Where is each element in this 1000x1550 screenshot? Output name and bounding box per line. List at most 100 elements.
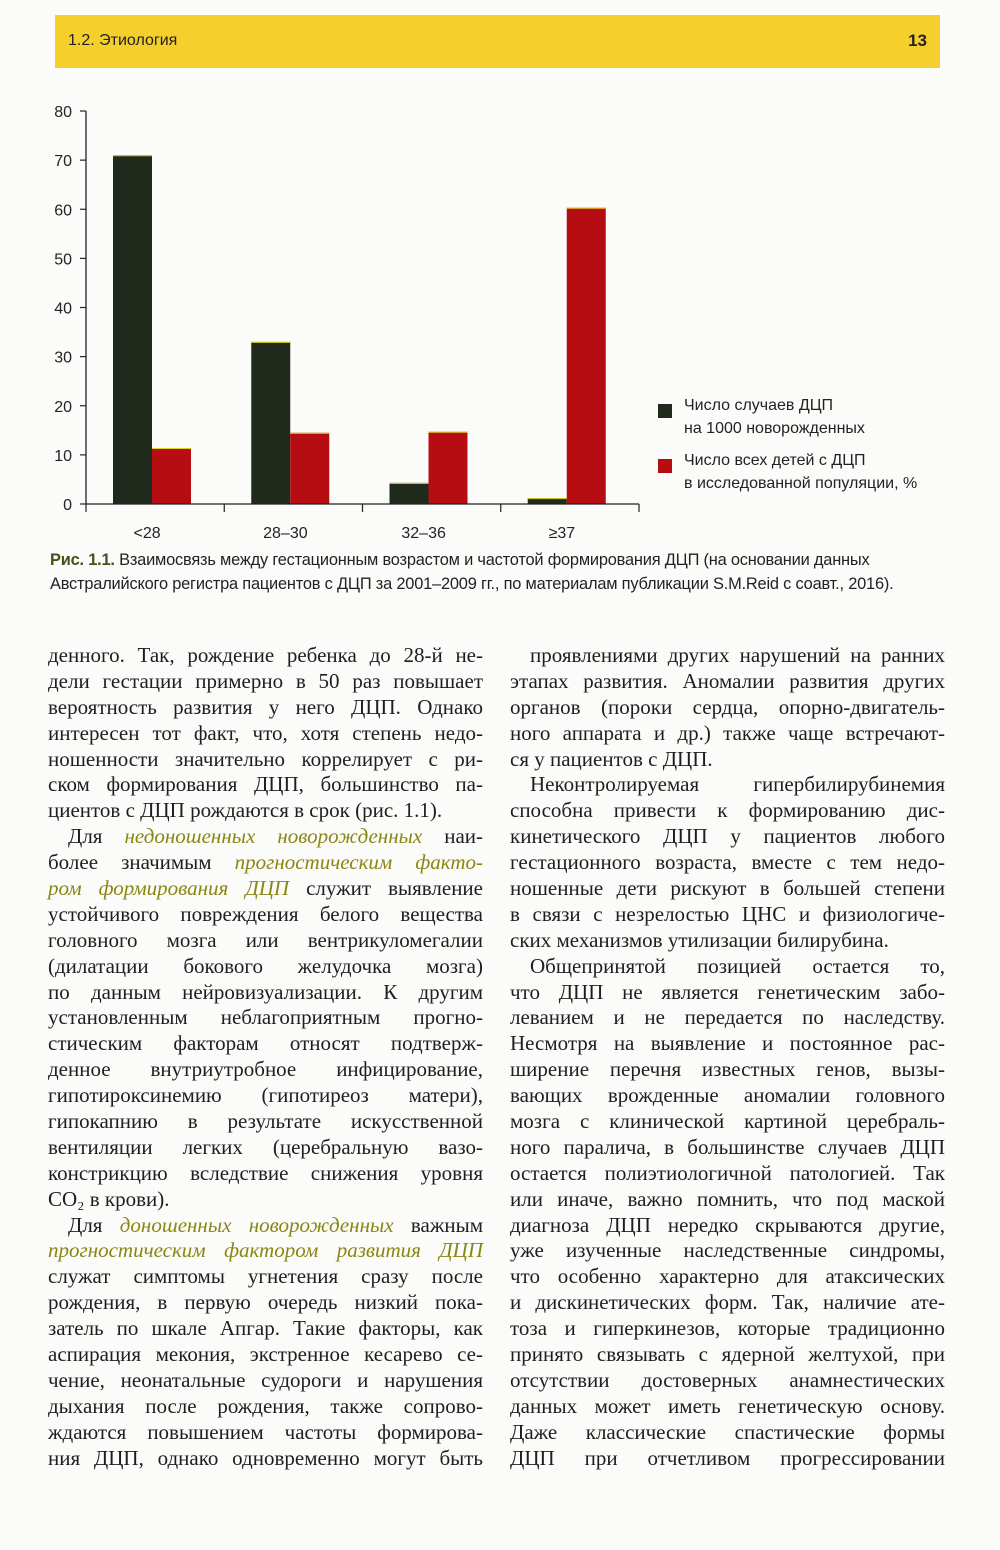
text-line: ром формирования ДЦП служит выявление [48, 876, 483, 902]
legend-swatch-red [658, 459, 672, 473]
text-line: Даже классические спастические формы [510, 1420, 945, 1446]
y-tick-label: 40 [54, 301, 72, 318]
text-line: аспирация мекония, экстренное кесарево с… [48, 1342, 483, 1368]
text-run: служит выявление [289, 876, 483, 901]
text-line: Для недоношенных новорожденных наи- [48, 824, 483, 850]
text-line: что ДЦП не является генетическим забо- [510, 980, 945, 1006]
text-run: (дилатации бокового желудочка мозга) [48, 953, 483, 978]
text-run: принято связывать с ядерной желтухой, пр… [510, 1342, 945, 1367]
text-line: Неконтролируемая гипербилирубинемия [510, 772, 945, 798]
legend-line: Число случаев ДЦП [684, 397, 834, 414]
figure-caption: Рис. 1.1. Взаимосвязь между гестационным… [50, 549, 950, 596]
text-line: более значимым прогностическим факто- [48, 850, 483, 876]
text-line: констрикцию вследствие снижения уровня [48, 1161, 483, 1187]
text-line: что особенно характерно для атаксических [510, 1264, 945, 1290]
text-run: вающих врожденные аномалии головного [510, 1083, 945, 1108]
text-line: ширение перечня известных генов, вызы- [510, 1057, 945, 1083]
text-run: отсутствии достоверных анамнестических [510, 1367, 945, 1392]
text-line: способна привести к формированию дис- [510, 798, 945, 824]
text-line: отсутствии достоверных анамнестических [510, 1368, 945, 1394]
text-line: (дилатации бокового желудочка мозга) [48, 954, 483, 980]
x-tick-label: 32–36 [401, 525, 446, 540]
text-line: кинетического ДЦП у пациентов любого [510, 824, 945, 850]
x-tick-label: <28 [134, 525, 161, 540]
text-run: установленным неблагоприятным прогно- [48, 1005, 483, 1030]
text-line: прогностическим фактором развития ДЦП [48, 1238, 483, 1264]
text-run: и дискинетических форм. Так, наличие ате… [510, 1290, 945, 1315]
text-run: ском формирования ДЦП, большинство па- [48, 772, 483, 797]
text-run: вероятность развития у него ДЦП. Однако [48, 694, 483, 719]
legend-label: Число случаев ДЦП на 1000 новорожденных [684, 394, 865, 440]
text-run: Для [68, 824, 125, 849]
y-tick-label: 80 [54, 104, 72, 121]
text-line: тоза и гиперкинезов, которые традиционно [510, 1316, 945, 1342]
y-tick-label: 70 [54, 153, 72, 170]
text-run: ДЦП при отчетливом прогрессировании [510, 1445, 945, 1470]
x-tick-label: ≥37 [549, 525, 576, 540]
text-run: ширение перечня известных генов, вызы- [510, 1057, 945, 1082]
text-run: дели гестации примерно в 50 раз повышает [48, 668, 483, 693]
text-line: проявлениями других нарушений на ранних [510, 643, 945, 669]
text-line: циентов с ДЦП рождаются в срок (рис. 1.1… [48, 798, 483, 824]
text-line: ждаются повышением частоты формирова- [48, 1420, 483, 1446]
y-tick-label: 20 [54, 399, 72, 416]
text-line: Для доношенных новорожденных важным [48, 1213, 483, 1239]
legend-line: Число всех детей с ДЦП [684, 452, 866, 469]
y-tick-label: 10 [54, 448, 72, 465]
text-run: служат симптомы угнетения сразу после [48, 1264, 483, 1289]
text-line: диагноза ДЦП нередко скрываются другие, [510, 1213, 945, 1239]
text-run: вентиляции легких (церебральную вазо- [48, 1134, 483, 1159]
text-run: дыхания после рождения, также сопрово- [48, 1393, 483, 1418]
bar-cases [527, 498, 567, 504]
text-run: Неконтролируемая гипербилирубинемия [530, 772, 945, 797]
text-line: головного мозга или вентрикуломегалии [48, 928, 483, 954]
text-line: принято связывать с ядерной желтухой, пр… [510, 1342, 945, 1368]
text-line: ного аппарата и др.) также чаще встречаю… [510, 721, 945, 747]
text-run: ждаются повышением частоты формирова- [48, 1419, 483, 1444]
text-line: ношенности значительно коррелирует с ри- [48, 747, 483, 773]
text-run: проявлениями других нарушений на ранних [530, 643, 945, 667]
text-run: что особенно характерно для атаксических [510, 1264, 945, 1289]
text-run: стическим факторам относят подтверж- [48, 1031, 483, 1056]
page-number: 13 [908, 31, 927, 50]
text-run: ношенные дети рискуют в большей степени [510, 876, 945, 901]
y-tick-label: 50 [54, 251, 72, 268]
text-run: устойчивого повреждения белого вещества [48, 901, 483, 926]
text-line: органов (пороки сердца, опорно-двигатель… [510, 695, 945, 721]
y-tick-label: 60 [54, 202, 72, 219]
text-run: мозга с клинической картиной церебраль- [510, 1109, 945, 1134]
legend-line: в исследованной популяции, % [684, 475, 918, 492]
bar-cases [251, 341, 291, 504]
text-line: вающих врожденные аномалии головного [510, 1083, 945, 1109]
emphasized-term: прогностическим фактором развития ДЦП [48, 1238, 483, 1263]
bar-cases [389, 482, 429, 504]
text-run: уже изученные наследственные синдромы, [510, 1238, 945, 1263]
text-line: затель по шкале Апгар. Такие факторы, ка… [48, 1316, 483, 1342]
text-line: интересен тот факт, что, хотя степень не… [48, 721, 483, 747]
text-line: Общепринятой позицией остается то, [510, 954, 945, 980]
text-line: дыхания после рождения, также сопрово- [48, 1394, 483, 1420]
text-run: ся у пациентов с ДЦП. [510, 746, 713, 771]
text-run: ного паралича, в большинстве случаев ДЦП [510, 1134, 945, 1159]
text-line: вероятность развития у него ДЦП. Однако [48, 695, 483, 721]
text-run: данных может иметь генетическую основу. [510, 1393, 945, 1418]
text-run: интересен тот факт, что, хотя степень не… [48, 720, 483, 745]
text-line: уже изученные наследственные синдромы, [510, 1238, 945, 1264]
text-run: циентов с ДЦП рождаются в срок (рис. 1.1… [48, 798, 443, 823]
text-run: констрикцию вследствие снижения уровня [48, 1160, 483, 1185]
text-run: аспирация мекония, экстренное кесарево с… [48, 1342, 483, 1367]
text-run: головного мозга или вентрикуломегалии [48, 927, 483, 952]
text-line: ском формирования ДЦП, большинство па- [48, 772, 483, 798]
text-line: по данным нейровизуализации. К другим [48, 980, 483, 1006]
text-line: гипотироксинемию (гипотиреоз матери), [48, 1083, 483, 1109]
text-run: органов (пороки сердца, опорно-двигатель… [510, 694, 945, 719]
text-run: леванием и не передается по наследству. [510, 1005, 945, 1030]
y-tick-label: 30 [54, 350, 72, 367]
text-run: тоза и гиперкинезов, которые традиционно [510, 1316, 945, 1341]
text-line: этапах развития. Аномалии развития други… [510, 669, 945, 695]
text-run: CO₂ в крови). [48, 1186, 170, 1211]
text-run: гестационного возраста, вместе с тем нед… [510, 850, 945, 875]
text-line: CO₂ в крови). [48, 1187, 483, 1213]
x-tick-label: 28–30 [263, 525, 308, 540]
running-header: 1.2. Этиология 13 [55, 15, 940, 68]
